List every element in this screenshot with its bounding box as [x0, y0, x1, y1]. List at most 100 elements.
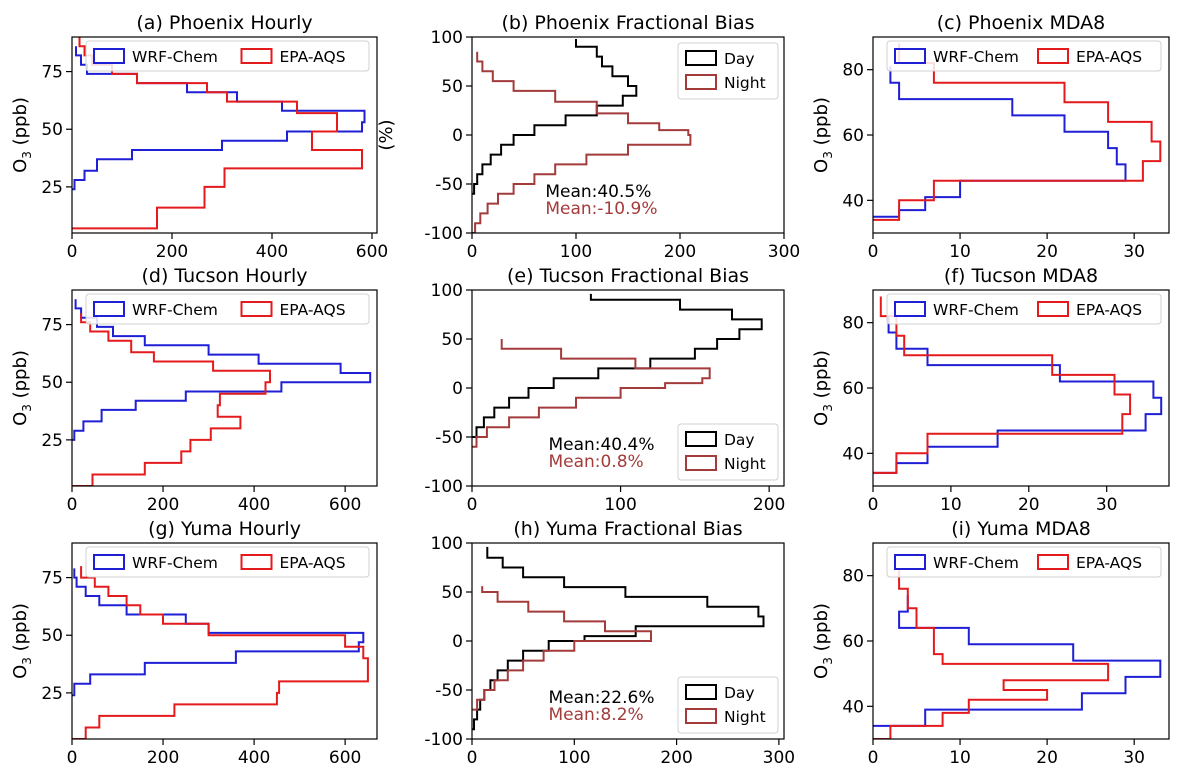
y-tick-label: 50: [441, 330, 463, 350]
y-tick-label: 100: [431, 28, 463, 48]
y-tick-label: -50: [435, 175, 463, 195]
y-tick-label: 0: [452, 632, 463, 652]
legend-entry: Night: [724, 74, 766, 92]
x-tick-label: 10: [940, 495, 962, 515]
panel-title: (a) Phoenix Hourly: [136, 12, 312, 34]
x-tick-label: 300: [768, 242, 800, 262]
series-night: [472, 51, 692, 233]
panel-title: (h) Yuma Fractional Bias: [513, 518, 742, 540]
y-tick-label: 0: [452, 379, 463, 399]
mean-annotation: Mean:0.8%: [548, 452, 643, 472]
series-wrf-chem: [873, 66, 1127, 218]
x-tick-label: 200: [660, 748, 692, 768]
x-tick-label: 30: [1123, 748, 1145, 768]
x-tick-label: 400: [238, 495, 270, 515]
legend-entry: WRF-Chem: [933, 554, 1019, 572]
x-tick-label: 0: [868, 748, 879, 768]
y-tick-label: 50: [441, 583, 463, 603]
panel-i: 0 10 20 30 40 60 80 (i) Yuma MDA8 O3 (ppb) WRF-Ch…: [811, 518, 1170, 768]
x-tick-label: 600: [329, 495, 361, 515]
x-tick-label: 200: [147, 495, 179, 515]
series-night: [472, 586, 652, 711]
legend-entry: Day: [724, 431, 755, 449]
legend-entry: Day: [724, 684, 755, 702]
legend-swatch: [894, 554, 926, 570]
legend-box: [677, 423, 779, 481]
legend-entry: WRF-Chem: [132, 301, 218, 319]
y-axis-label: O3 (ppb): [811, 350, 835, 426]
series-wrf-chem: [873, 595, 1162, 727]
panel-e: 0 100 200 -100 -50 0 50 100 (e) Tucson Fractiona…: [424, 265, 785, 515]
panel-h: 0 100 200 300 -100 -50 0 50 100 (h) Yuma Fraction…: [424, 518, 795, 768]
y-tick-label: 75: [41, 569, 63, 589]
legend: Day Night: [677, 676, 779, 734]
y-tick-label: 50: [41, 373, 63, 393]
x-tick-label: 600: [356, 242, 388, 262]
x-tick-label: 100: [604, 495, 636, 515]
legend-box: [677, 676, 779, 734]
series-wrf-chem: [72, 299, 372, 441]
x-tick-label: 30: [1123, 242, 1145, 262]
x-tick-label: 10: [949, 242, 971, 262]
legend-box: [85, 546, 370, 578]
legend-entry: Night: [724, 708, 766, 726]
x-tick-label: 0: [67, 495, 78, 515]
y-tick-label: -50: [435, 681, 463, 701]
legend-swatch: [93, 48, 125, 64]
legend-entry: EPA-AQS: [1076, 301, 1142, 319]
y-axis-label: O3 (ppb): [10, 350, 34, 426]
x-tick-label: 200: [664, 242, 696, 262]
legend-box: [85, 40, 370, 72]
mean-annotation: Mean:40.4%: [548, 435, 654, 455]
legend: Day Night: [677, 42, 779, 100]
x-tick-label: 100: [558, 748, 590, 768]
panel-c: 0 10 20 30 40 60 80 (c) Phoenix MDA8 O3 (ppb) WRF…: [811, 12, 1170, 262]
y-tick-label: -50: [435, 428, 463, 448]
y-tick-label: 50: [41, 120, 63, 140]
plot-frame: [71, 289, 378, 487]
panel-title: (f) Tucson MDA8: [944, 265, 1098, 287]
legend-entry: EPA-AQS: [1076, 48, 1142, 66]
x-tick-label: 200: [753, 495, 785, 515]
y-tick-label: 40: [842, 444, 864, 464]
legend-swatch: [240, 301, 273, 317]
y-axis-label: O3 (ppb): [10, 603, 34, 679]
y-tick-label: 80: [842, 567, 864, 587]
legend-entry: EPA-AQS: [280, 554, 346, 572]
x-tick-label: 0: [467, 495, 478, 515]
legend-swatch: [685, 708, 717, 724]
x-tick-label: 300: [763, 748, 795, 768]
legend: WRF-Chem EPA-AQS: [886, 546, 1162, 578]
x-tick-label: 20: [1018, 495, 1040, 515]
legend: WRF-Chem EPA-AQS: [85, 293, 370, 325]
panel-title: (i) Yuma MDA8: [951, 518, 1091, 540]
legend-swatch: [685, 50, 717, 66]
x-tick-label: 400: [238, 748, 270, 768]
legend-box: [886, 40, 1162, 72]
legend-entry: Night: [724, 455, 766, 473]
x-tick-label: 20: [1036, 748, 1058, 768]
series-epa-aqs: [873, 43, 1162, 221]
series-epa-aqs: [72, 313, 271, 486]
y-axis-label: O3 (ppb): [10, 97, 34, 173]
panel-a: 0 200 400 600 25 50 75 (a) Phoenix Hourly O3 (pp…: [10, 12, 388, 262]
plot-frame: [71, 542, 378, 740]
panel-f: 0 10 20 30 40 60 80 (f) Tucson MDA8 O3 (ppb) WRF-…: [811, 265, 1170, 515]
legend-swatch: [1037, 48, 1069, 64]
x-tick-label: 0: [868, 242, 879, 262]
panel-title: (b) Phoenix Fractional Bias: [501, 12, 754, 34]
y-tick-label: -100: [424, 477, 463, 497]
mean-annotation: Mean:8.2%: [548, 705, 643, 725]
y-tick-label: 25: [41, 178, 63, 198]
y-tick-label: 80: [842, 314, 864, 334]
y-tick-label: 75: [41, 63, 63, 83]
x-tick-label: 10: [949, 748, 971, 768]
legend-entry: EPA-AQS: [1076, 554, 1142, 572]
y-tick-label: 40: [842, 191, 864, 211]
legend-swatch: [894, 301, 926, 317]
x-tick-label: 600: [329, 748, 361, 768]
legend-box: [886, 293, 1162, 325]
legend-entry: WRF-Chem: [132, 554, 218, 572]
legend: WRF-Chem EPA-AQS: [85, 40, 370, 72]
panel-title: (c) Phoenix MDA8: [937, 12, 1106, 34]
